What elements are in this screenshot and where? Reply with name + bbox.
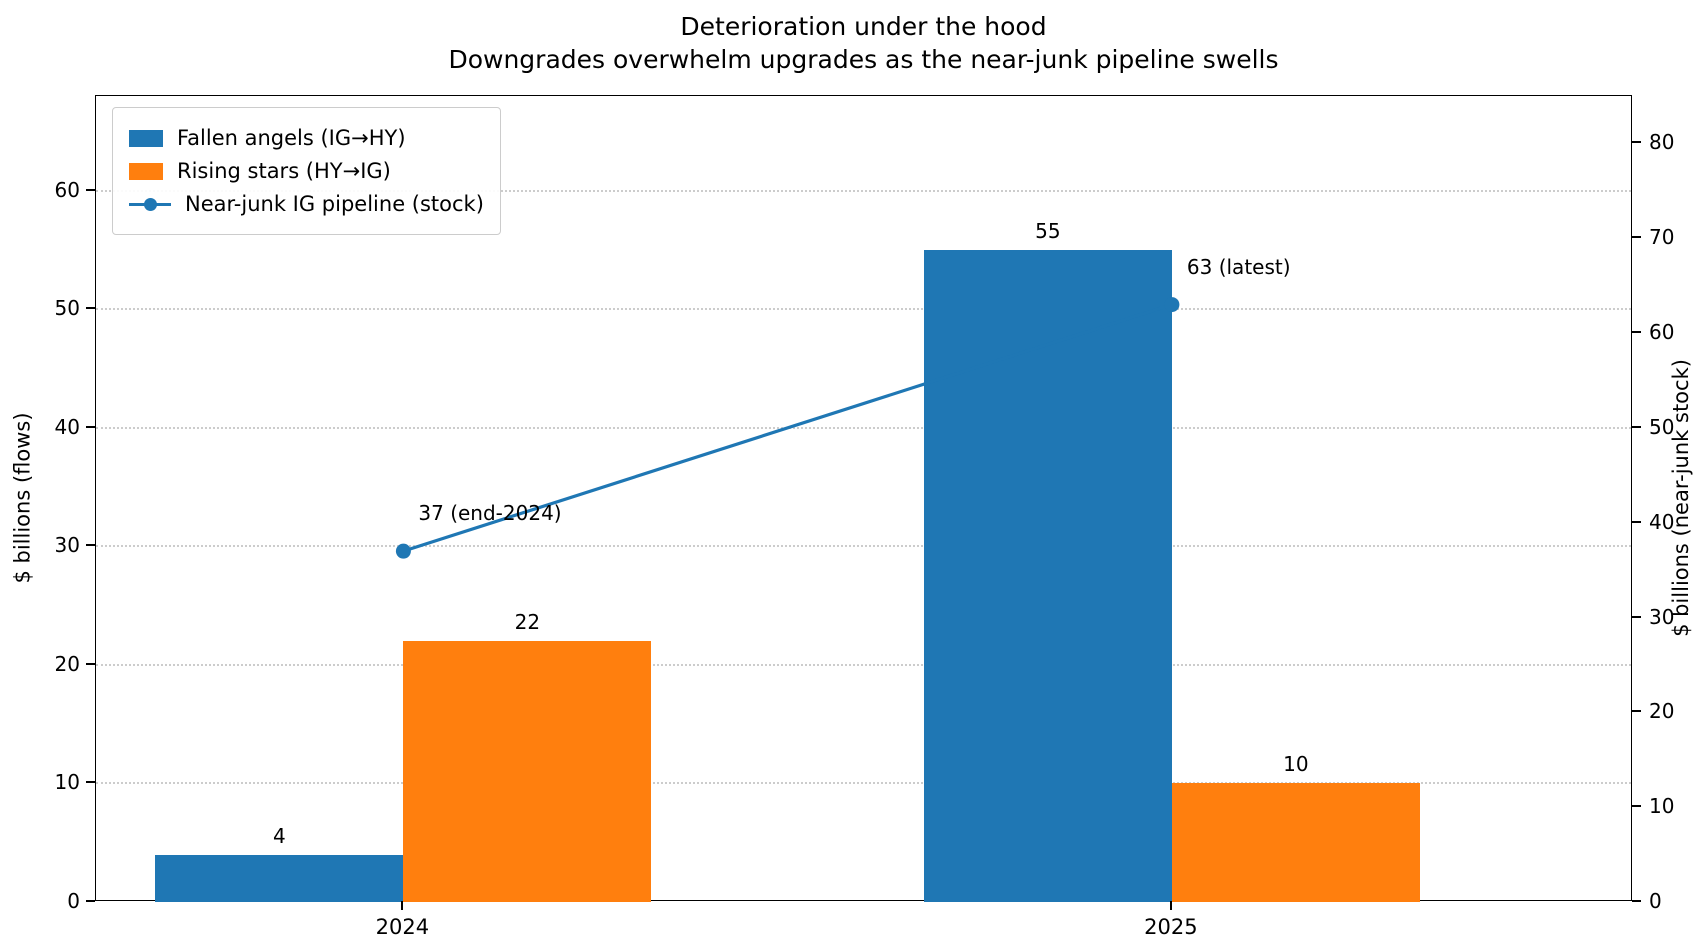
right-tick-label: 40 [1649,509,1675,534]
left-tick-label: 50 [54,296,80,321]
right-tick [1632,520,1641,523]
legend-line-marker [144,197,157,211]
right-tick-label: 80 [1649,130,1675,155]
legend-item: Near-junk IG pipeline (stock) [129,192,484,216]
left-tick-label: 60 [54,177,80,202]
left-tick [86,781,95,784]
left-tick [86,544,95,547]
right-tick [1632,900,1641,902]
chart-title: Deterioration under the hood Downgrades … [95,10,1632,76]
legend-item-label: Fallen angels (IG→HY) [177,126,406,150]
right-tick [1632,141,1641,144]
right-tick-label: 10 [1649,794,1675,819]
left-tick-label: 10 [54,770,80,795]
bar-value-label: 4 [273,823,286,848]
right-tick [1632,615,1641,618]
line-annotation: 63 (latest) [1186,254,1291,279]
x-tick-label: 2024 [375,915,430,939]
left-tick [86,900,95,902]
right-axis-label: $ billions (near-junk stock) [1669,359,1694,637]
gridline [96,426,1631,429]
right-tick-label: 70 [1649,225,1675,250]
right-tick-label: 50 [1649,414,1675,439]
legend: Fallen angels (IG→HY) Rising stars (HY→IG… [112,107,501,235]
bar-rising-stars-2025 [1171,783,1420,902]
right-tick-label: 0 [1649,889,1662,913]
bar-value-label: 55 [1035,219,1061,244]
left-tick-label: 40 [54,414,80,439]
right-tick [1632,331,1641,334]
legend-swatch [129,129,163,147]
chart-title-line1: Deterioration under the hood [680,12,1047,41]
x-tick-label: 2025 [1144,915,1198,939]
right-tick-label: 20 [1649,699,1675,724]
gridline [96,663,1631,666]
legend-item: Rising stars (HY→IG) [129,159,484,183]
left-tick [86,188,95,191]
chart-title-line2: Downgrades overwhelm upgrades as the nea… [448,45,1279,74]
bar-fallen-angels-2025 [923,250,1172,902]
left-tick-label: 30 [54,533,80,558]
line-annotation: 37 (end-2024) [418,501,562,526]
bar-fallen-angels-2024 [155,854,404,902]
right-axis-label-wrap: $ billions (near-junk stock) [1666,95,1696,901]
gridline [96,308,1631,311]
gridline [96,545,1631,548]
legend-swatch [129,162,163,180]
bar-rising-stars-2024 [403,641,652,902]
x-tick [1169,901,1172,910]
left-tick-label: 0 [67,889,80,913]
right-tick [1632,236,1641,239]
bar-value-label: 22 [514,610,541,635]
left-tick-label: 20 [54,651,80,676]
right-tick-label: 30 [1649,604,1675,629]
x-tick [401,901,404,910]
right-tick [1632,805,1641,808]
left-tick [86,307,95,310]
gridline [96,782,1631,785]
left-tick [86,662,95,665]
legend-item-label: Near-junk IG pipeline (stock) [185,192,484,216]
legend-item-label: Rising stars (HY→IG) [177,159,391,183]
right-tick [1632,425,1641,428]
right-tick [1632,710,1641,713]
legend-line-swatch [129,196,171,213]
right-tick-label: 60 [1649,320,1675,345]
bar-value-label: 10 [1283,752,1309,777]
gridline [96,189,1631,192]
legend-item: Fallen angels (IG→HY) [129,126,484,150]
plot-area: Fallen angels (IG→HY) Rising stars (HY→IG… [95,95,1632,902]
left-tick [86,425,95,428]
